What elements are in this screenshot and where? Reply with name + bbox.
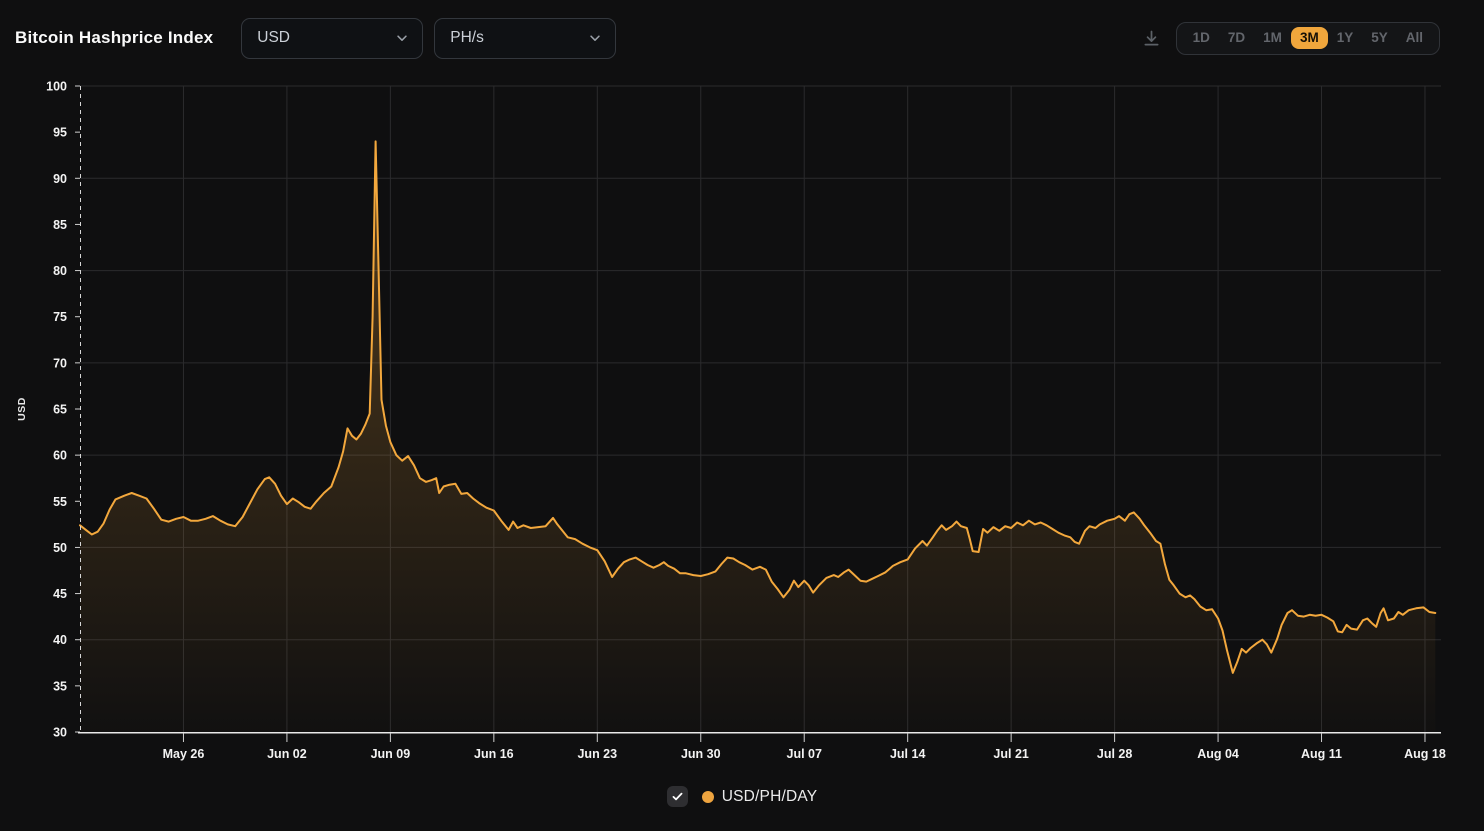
unit-dropdown[interactable]: PH/s: [434, 17, 617, 59]
svg-text:May 26: May 26: [163, 747, 205, 761]
currency-dropdown[interactable]: USD: [241, 17, 424, 59]
checkmark-icon: [671, 790, 684, 803]
svg-text:Jul 28: Jul 28: [1097, 747, 1132, 761]
svg-text:Jun 02: Jun 02: [267, 747, 307, 761]
svg-text:40: 40: [53, 633, 67, 647]
svg-text:Jun 30: Jun 30: [681, 747, 721, 761]
svg-text:Jul 21: Jul 21: [993, 747, 1028, 761]
page-title: Bitcoin Hashprice Index: [15, 28, 214, 47]
legend-checkbox[interactable]: [666, 786, 688, 807]
svg-text:Jun 23: Jun 23: [577, 747, 617, 761]
series-color-dot: [701, 790, 714, 803]
unit-dropdown-value: PH/s: [450, 29, 484, 46]
range-button-all[interactable]: All: [1405, 30, 1423, 46]
download-button[interactable]: [1140, 26, 1164, 50]
svg-text:80: 80: [53, 264, 67, 278]
legend-usd-ph-day[interactable]: USD/PH/DAY: [0, 786, 1484, 807]
svg-text:Jun 16: Jun 16: [474, 747, 514, 761]
svg-text:Aug 04: Aug 04: [1197, 747, 1239, 761]
svg-text:75: 75: [53, 310, 67, 324]
svg-text:60: 60: [53, 449, 67, 463]
svg-text:Aug 18: Aug 18: [1404, 747, 1446, 761]
svg-text:65: 65: [53, 403, 67, 417]
range-button-1m[interactable]: 1M: [1263, 30, 1282, 46]
range-selector: 1D 7D 1M 3M 1Y 5Y All: [1175, 21, 1440, 55]
svg-text:Jun 09: Jun 09: [371, 747, 411, 761]
svg-text:45: 45: [53, 587, 67, 601]
svg-text:95: 95: [53, 126, 67, 140]
chevron-down-icon: [395, 31, 409, 45]
download-icon: [1141, 28, 1162, 49]
svg-text:50: 50: [53, 541, 67, 555]
svg-text:85: 85: [53, 218, 67, 232]
svg-text:35: 35: [53, 679, 67, 693]
svg-text:30: 30: [53, 726, 67, 740]
chart-header: Bitcoin Hashprice Index USD PH/s: [0, 0, 1484, 76]
series-area-fill: [80, 141, 1436, 732]
y-axis-labels: 30 35 40 45 50 55 60 65 70 75 80 85 90 95 100: [46, 80, 80, 740]
svg-text:100: 100: [46, 80, 67, 94]
svg-text:55: 55: [53, 495, 67, 509]
chevron-down-icon: [588, 31, 602, 45]
y-axis-title: USD: [16, 397, 28, 421]
currency-dropdown-value: USD: [257, 29, 290, 46]
range-button-7d[interactable]: 7D: [1227, 30, 1246, 46]
x-axis-labels: May 26 Jun 02 Jun 09 Jun 16 Jun 23 Jun 30 Jul …: [163, 733, 1446, 761]
svg-text:70: 70: [53, 356, 67, 370]
range-button-5y[interactable]: 5Y: [1371, 30, 1388, 46]
range-button-3m[interactable]: 3M: [1290, 27, 1328, 49]
range-button-1y[interactable]: 1Y: [1336, 30, 1354, 46]
range-button-1d[interactable]: 1D: [1192, 30, 1210, 46]
svg-text:Jul 07: Jul 07: [787, 747, 822, 761]
series-line-usd-ph-day: [79, 140, 1437, 674]
svg-text:Jul 14: Jul 14: [890, 747, 925, 761]
legend-label: USD/PH/DAY: [721, 787, 818, 805]
svg-text:90: 90: [53, 172, 67, 186]
svg-text:Aug 11: Aug 11: [1301, 747, 1342, 761]
